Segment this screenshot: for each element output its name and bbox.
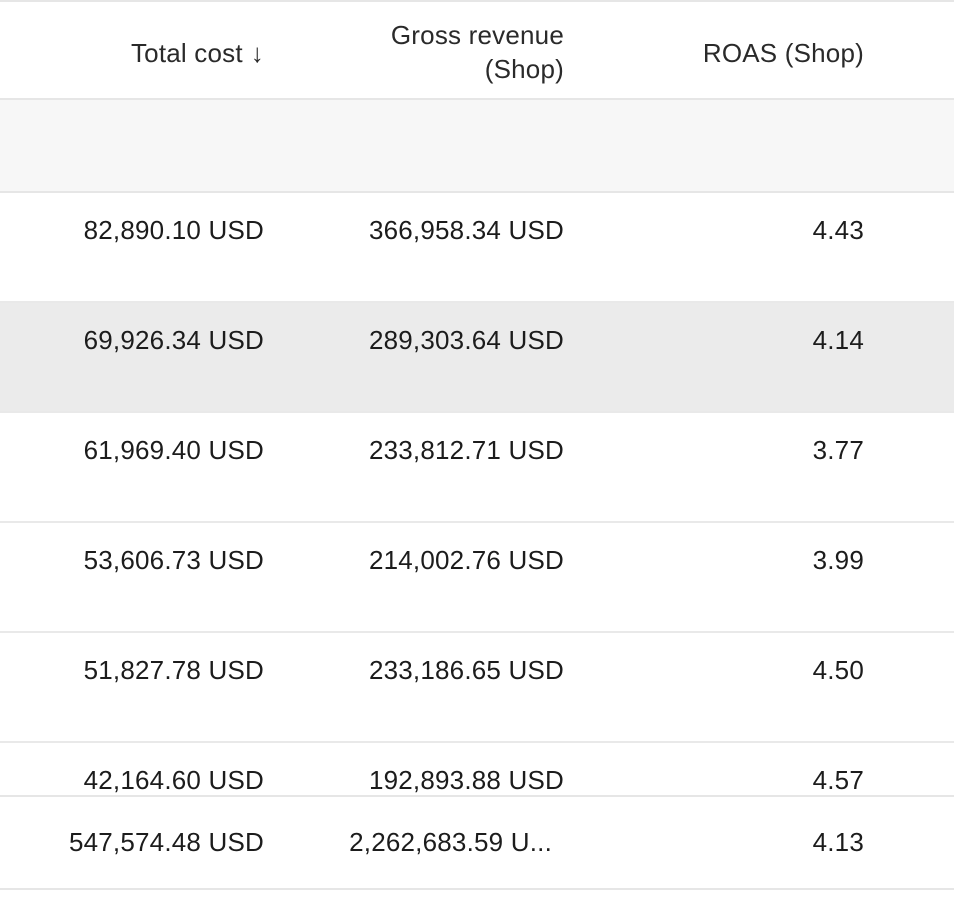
table-header: Total cost ↓ Gross revenue (Shop) ROAS (S… [0,0,954,100]
cell-gross-revenue: 192,893.88 USD [368,765,564,795]
cell-roas: 3.99 [812,545,864,575]
cell-total-cost: 61,969.40 USD [83,435,264,465]
cell-roas: 4.43 [812,215,864,245]
column-header-label: Total cost [130,38,243,68]
column-header-total-cost[interactable]: Total cost ↓ [131,38,264,69]
column-header-label: (Shop) [484,54,564,84]
table-row[interactable]: 53,606.73 USD 214,002.76 USD 3.99 [0,523,954,633]
sort-descending-icon[interactable]: ↓ [250,38,264,68]
cell-gross-revenue: 233,812.71 USD [368,435,564,465]
table-row[interactable]: 82,890.10 USD 366,958.34 USD 4.43 [0,193,954,303]
cell-total-cost: 51,827.78 USD [83,655,264,685]
cell-total-cost: 82,890.10 USD [83,215,264,245]
column-header-roas[interactable]: ROAS (Shop) [703,38,864,69]
cell-roas: 3.77 [812,435,864,465]
cell-roas: 4.57 [812,765,864,795]
table-row[interactable]: 61,969.40 USD 233,812.71 USD 3.77 [0,413,954,523]
cell-gross-revenue: 289,303.64 USD [368,325,564,355]
table-row[interactable]: 69,926.34 USD 289,303.64 USD 4.14 [0,303,954,413]
column-header-label: Gross revenue [390,20,564,50]
cell-gross-revenue: 214,002.76 USD [368,545,564,575]
cell-total-cost: 42,164.60 USD [83,765,264,795]
cell-roas: 4.14 [812,325,864,355]
column-header-label: ROAS (Shop) [702,38,864,68]
cell-roas: 4.50 [812,655,864,685]
gross-revenue-sum: 2,262,683.59 U... [349,827,552,857]
roas-total: 4.13 [812,827,864,857]
empty-filter-row [0,100,954,193]
total-cost-sum: 547,574.48 USD [68,827,264,857]
cell-gross-revenue: 233,186.65 USD [368,655,564,685]
cell-total-cost: 53,606.73 USD [83,545,264,575]
totals-row: 547,574.48 USD 2,262,683.59 U... 4.13 [0,795,954,890]
column-header-gross-revenue[interactable]: Gross revenue (Shop) [391,18,564,86]
table-row[interactable]: 51,827.78 USD 233,186.65 USD 4.50 [0,633,954,743]
cell-total-cost: 69,926.34 USD [83,325,264,355]
cell-gross-revenue: 366,958.34 USD [368,215,564,245]
